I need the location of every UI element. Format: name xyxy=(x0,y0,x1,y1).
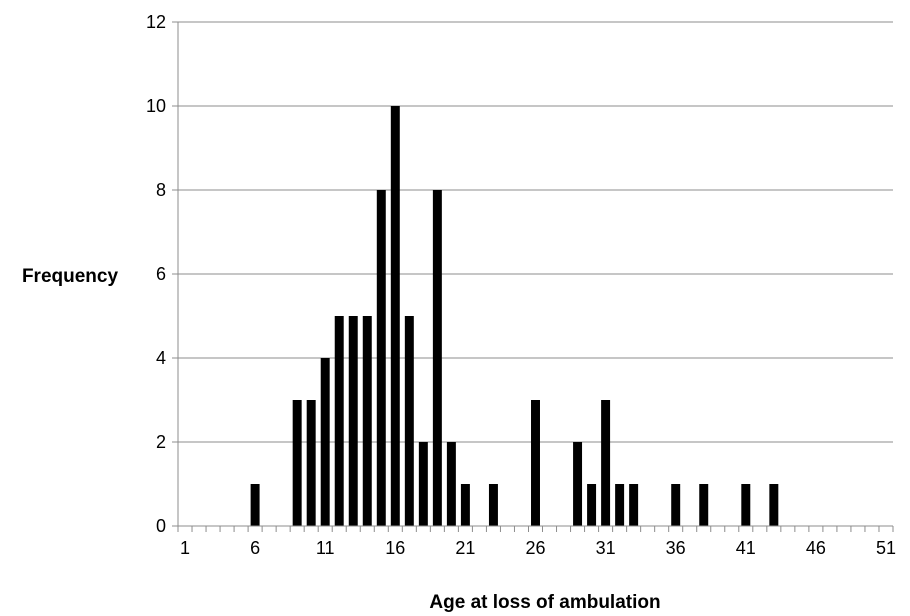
gridlines xyxy=(178,21,893,443)
bar-age-20 xyxy=(446,442,456,526)
bar-age-13 xyxy=(348,316,358,526)
x-tick-label-51: 51 xyxy=(876,538,896,558)
x-tick-label-26: 26 xyxy=(525,538,545,558)
bar-age-17 xyxy=(404,316,414,526)
x-axis-title: Age at loss of ambulation xyxy=(429,592,660,613)
bar-age-30 xyxy=(587,484,597,526)
axes xyxy=(172,21,894,532)
bar-age-41 xyxy=(741,484,751,526)
bar-age-10 xyxy=(306,400,316,526)
x-tick-label-1: 1 xyxy=(180,538,190,558)
bar-age-33 xyxy=(629,484,639,526)
bar-age-6 xyxy=(250,484,260,526)
bar-age-16 xyxy=(390,106,400,526)
x-tick-label-6: 6 xyxy=(250,538,260,558)
bar-age-12 xyxy=(334,316,344,526)
x-tick-label-46: 46 xyxy=(806,538,826,558)
bar-age-43 xyxy=(769,484,779,526)
y-tick-label-6: 6 xyxy=(156,264,166,284)
x-tick-label-36: 36 xyxy=(666,538,686,558)
x-tick-label-31: 31 xyxy=(596,538,616,558)
bar-age-31 xyxy=(601,400,611,526)
y-tick-labels: 0 2 4 6 8 10 12 xyxy=(146,12,166,536)
x-tick-label-11: 11 xyxy=(316,538,335,558)
y-tick-label-0: 0 xyxy=(156,516,166,536)
bar-age-26 xyxy=(531,400,540,526)
bar-age-14 xyxy=(362,316,372,526)
x-tick-label-16: 16 xyxy=(385,538,405,558)
bar-age-23 xyxy=(488,484,498,526)
bar-age-9 xyxy=(292,400,302,526)
y-tick-label-4: 4 xyxy=(156,348,166,368)
bar-age-21 xyxy=(460,484,470,526)
bar-age-36 xyxy=(671,484,681,526)
x-tick-label-21: 21 xyxy=(455,538,475,558)
bar-age-18 xyxy=(418,442,428,526)
y-tick-label-10: 10 xyxy=(146,96,166,116)
y-tick-label-8: 8 xyxy=(156,180,166,200)
bar-age-29 xyxy=(573,442,583,526)
bar-age-15 xyxy=(376,190,386,526)
bar-age-38 xyxy=(699,484,709,526)
y-tick-label-12: 12 xyxy=(146,12,166,32)
y-axis-title: Frequency xyxy=(22,266,119,287)
y-tick-label-2: 2 xyxy=(156,432,166,452)
bar-age-11 xyxy=(320,358,330,526)
x-tick-label-41: 41 xyxy=(736,538,756,558)
bars xyxy=(250,106,779,526)
bar-age-19 xyxy=(432,190,442,526)
bar-age-32 xyxy=(615,484,625,526)
x-tick-labels: 1 6 11 16 21 26 31 36 41 46 51 xyxy=(180,538,896,558)
